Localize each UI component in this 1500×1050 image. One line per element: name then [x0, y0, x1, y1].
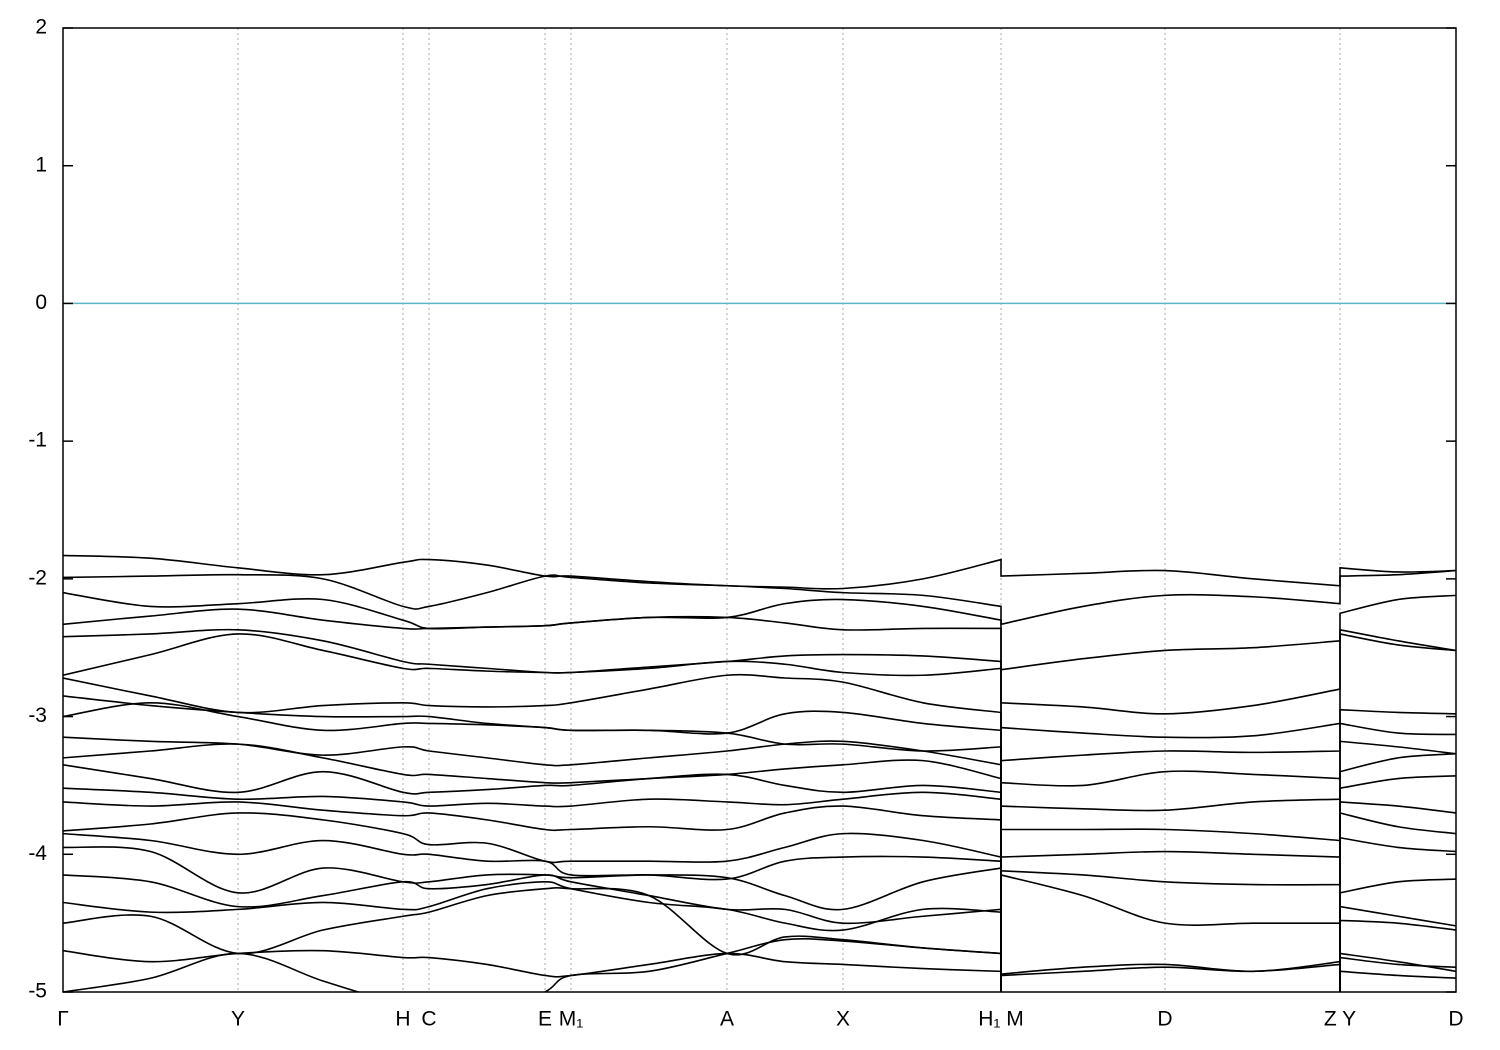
bands-layer [63, 302, 1456, 992]
y-tick-label: 2 [35, 16, 47, 39]
y-tick-label: 1 [35, 153, 47, 176]
band-line [63, 569, 1456, 626]
labels-layer: -5 -4 -3 -2 -1 0 1 2 Γ Y H C E M₁ A X H₁ M D Z Y D [28, 16, 1463, 1031]
band-line [63, 673, 1456, 787]
y-tick-label: -5 [28, 980, 47, 1003]
x-tick-label: X [836, 1008, 850, 1031]
band-line [63, 695, 1456, 812]
x-tick-label: D [1157, 1008, 1172, 1031]
band-line [63, 801, 1456, 977]
band-line [63, 787, 1456, 975]
x-tick-label: E [538, 1008, 552, 1031]
band-line [63, 736, 1456, 858]
y-tick-label: -1 [28, 429, 47, 452]
band-line [63, 812, 1456, 992]
x-tick-label: Y [231, 1008, 245, 1031]
band-line [63, 938, 1002, 992]
band-line [63, 608, 1456, 715]
band-line [63, 881, 1002, 992]
x-tick-label: D [1448, 1008, 1463, 1031]
band-line [63, 949, 1456, 992]
x-tick-label: A [720, 1008, 734, 1031]
band-line [63, 554, 1456, 590]
band-line [63, 874, 1456, 992]
band-line [63, 846, 1456, 992]
x-tick-label: H [395, 1008, 410, 1031]
y-tick-label: -3 [28, 704, 47, 727]
grid-layer [62, 28, 1457, 992]
band-line [63, 633, 1456, 762]
x-tick-label: C [421, 1008, 436, 1031]
band-line [63, 628, 1456, 739]
x-tick-label: H₁ M [978, 1008, 1024, 1031]
x-tick-label: Γ [57, 1008, 69, 1031]
x-tick-label: Z Y [1324, 1008, 1356, 1031]
band-line [63, 701, 1456, 842]
plot-frame [62, 27, 1457, 993]
band-line [63, 763, 1456, 926]
y-tick-label: -2 [28, 566, 47, 589]
x-tick-label: M₁ [559, 1008, 584, 1031]
y-tick-label: -4 [28, 842, 47, 865]
band-line [63, 832, 1456, 992]
y-tick-label: 0 [35, 291, 47, 314]
